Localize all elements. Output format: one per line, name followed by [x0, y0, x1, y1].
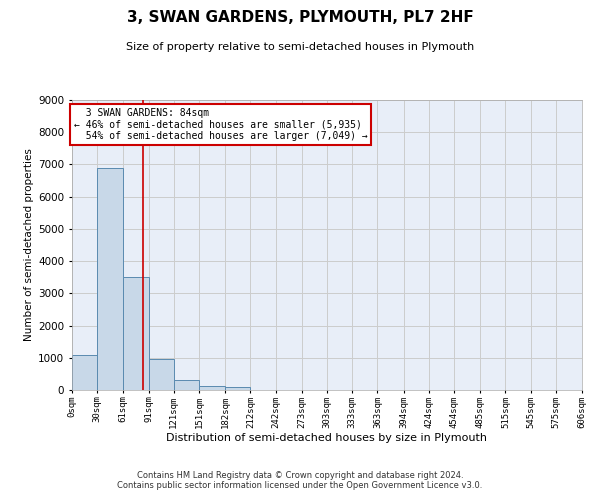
Y-axis label: Number of semi-detached properties: Number of semi-detached properties [24, 148, 34, 342]
Bar [97, 168, 124, 390]
Bar [199, 386, 225, 390]
Bar [72, 354, 97, 390]
X-axis label: Distribution of semi-detached houses by size in Plymouth: Distribution of semi-detached houses by … [167, 434, 487, 444]
Text: Contains HM Land Registry data © Crown copyright and database right 2024.
Contai: Contains HM Land Registry data © Crown c… [118, 470, 482, 490]
Bar [149, 360, 174, 390]
Text: 3, SWAN GARDENS, PLYMOUTH, PL7 2HF: 3, SWAN GARDENS, PLYMOUTH, PL7 2HF [127, 10, 473, 25]
Text: Size of property relative to semi-detached houses in Plymouth: Size of property relative to semi-detach… [126, 42, 474, 52]
Bar [225, 388, 250, 390]
Text: 3 SWAN GARDENS: 84sqm
← 46% of semi-detached houses are smaller (5,935)
  54% of: 3 SWAN GARDENS: 84sqm ← 46% of semi-deta… [74, 108, 367, 142]
Bar [124, 277, 149, 390]
Bar [174, 380, 199, 390]
